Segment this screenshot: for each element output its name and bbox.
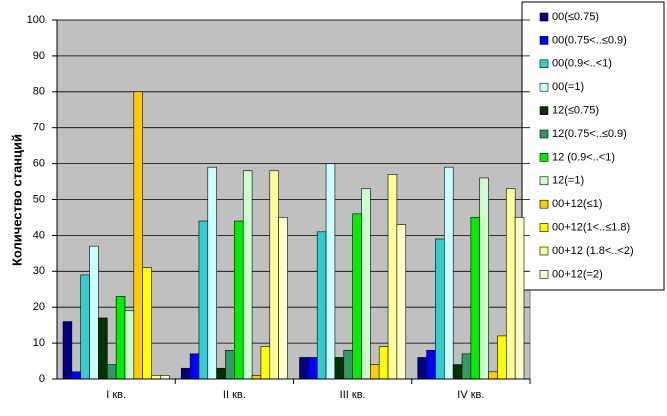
bar [325,163,336,380]
bar [488,371,498,380]
bar [316,231,327,380]
x-tick-label: II кв. [223,389,246,401]
bar [234,220,244,380]
legend-label: 12 (0.9<..<1) [552,151,615,163]
legend-label: 12(=1) [552,175,584,187]
bar [514,217,525,380]
bar [251,375,262,380]
bar [426,349,436,380]
bar [115,296,126,380]
legend-swatch [539,199,549,209]
legend-label: 00+12(1<..≤1.8) [552,222,630,234]
bar [180,367,191,380]
y-tick-label: 20 [33,301,45,313]
y-axis-label: Количество станций [9,134,24,266]
bar [216,367,226,380]
y-tick-label: 70 [33,122,45,134]
y-tick-label: 40 [33,229,45,241]
bar [361,188,371,380]
bar [452,364,463,380]
bar [71,371,82,380]
bar [470,217,481,380]
legend-swatch [539,12,549,22]
legend-swatch [539,106,549,115]
bar [497,335,507,380]
legend-swatch [539,82,549,92]
legend-label: 00(0.75<..≤0.9) [552,34,627,46]
legend-swatch [539,36,549,45]
legend-label: 00+12(≤1) [552,198,602,210]
bar [378,346,389,380]
bar [89,245,99,380]
bar [242,170,253,380]
bar [189,353,200,380]
bar [62,321,73,380]
bar [387,174,398,380]
bar [334,357,345,380]
bar [370,364,380,380]
legend-label: 12(≤0.75) [552,105,599,117]
y-tick-label: 90 [33,50,45,62]
bar [299,357,309,380]
bar [343,349,353,380]
bar [151,375,161,380]
y-tick-label: 30 [33,265,45,277]
x-tick-label: III кв. [340,389,366,401]
bar [80,274,90,380]
legend-label: 12(0.75<..≤0.9) [552,128,627,140]
bar [225,349,235,380]
bar [352,213,362,380]
legend-label: 00+12 (1.8<..<2) [552,245,634,257]
bar [260,346,271,380]
legend-label: 00+12(=2) [552,268,603,280]
bar [98,317,108,380]
bar [444,166,454,380]
bar [435,238,445,380]
y-tick-label: 80 [33,86,45,98]
y-tick-label: 60 [33,158,45,170]
bar [133,91,143,380]
legend-label: 00(0.9<..<1) [552,58,612,70]
legend-swatch [539,176,549,186]
bar [505,188,516,380]
bar [417,357,427,380]
bar [124,310,135,380]
legend-swatch [539,246,549,256]
legend-swatch [539,223,549,232]
bar [198,220,209,380]
legend-label: 00(=1) [552,81,584,93]
bar [269,170,279,380]
bar [278,217,288,380]
bar [396,224,407,380]
y-tick-label: 50 [33,193,45,205]
y-tick-label: 100 [27,14,45,26]
bar [308,357,318,380]
legend-swatch [539,270,549,279]
bar [142,267,152,380]
bar [106,364,117,380]
legend-swatch [539,153,549,162]
x-tick-label: I кв. [106,389,126,401]
y-tick-label: 0 [39,373,45,385]
bar [207,166,217,380]
legend-swatch [539,129,549,139]
bar [461,353,472,380]
legend-label: 00(≤0.75) [552,11,599,23]
legend-swatch [539,59,549,69]
bar [479,177,489,380]
y-tick-label: 10 [33,337,45,349]
legend [521,1,665,291]
x-tick-label: IV кв. [457,389,484,401]
bar [160,375,170,380]
